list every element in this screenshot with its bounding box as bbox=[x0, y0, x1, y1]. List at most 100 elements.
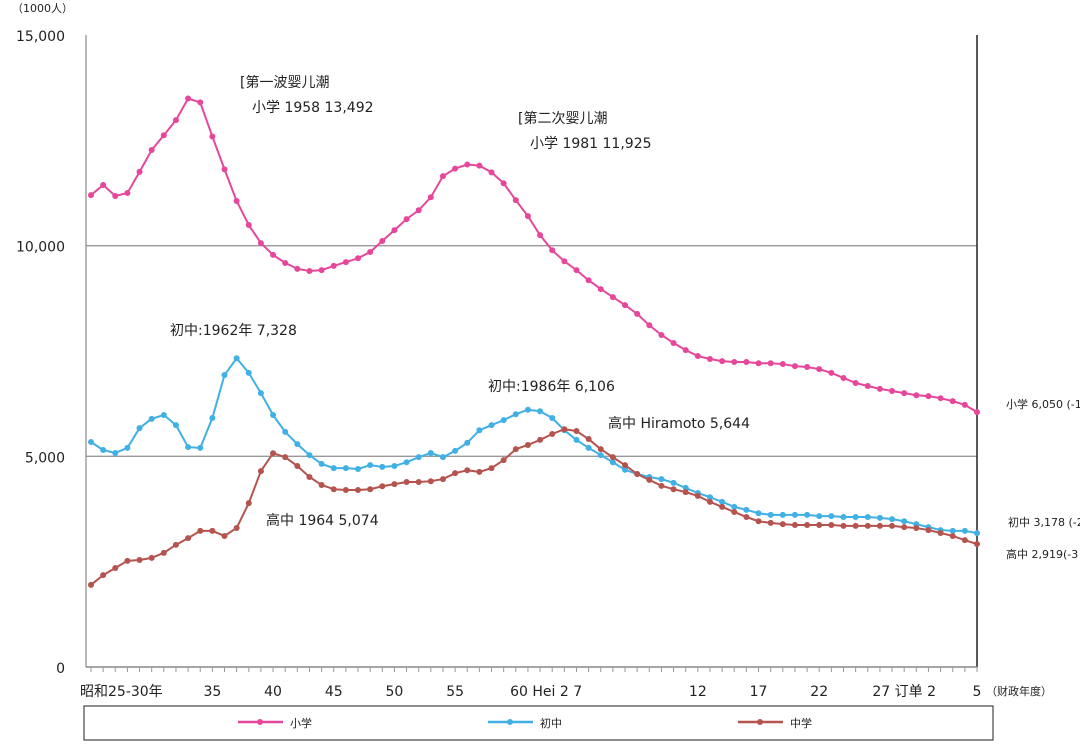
data-point bbox=[172, 422, 179, 429]
data-point bbox=[270, 450, 277, 457]
data-point bbox=[767, 519, 774, 526]
data-point bbox=[452, 165, 459, 172]
data-point bbox=[779, 361, 786, 368]
data-point bbox=[379, 463, 386, 470]
legend-marker bbox=[507, 719, 513, 725]
data-point bbox=[233, 198, 240, 205]
data-point bbox=[318, 460, 325, 467]
data-point bbox=[342, 487, 349, 494]
annotation-hs-peak: 高中 Hiramoto 5,644 bbox=[608, 415, 750, 432]
data-point bbox=[658, 476, 665, 483]
data-point bbox=[160, 549, 167, 556]
x-tick-label: 12 bbox=[689, 684, 707, 700]
data-point bbox=[670, 339, 677, 346]
data-point bbox=[791, 363, 798, 370]
data-point bbox=[330, 262, 337, 269]
annotation-end-jhs: 初中 3,178 (-2 bbox=[1008, 515, 1080, 529]
data-point bbox=[670, 479, 677, 486]
data-point bbox=[585, 277, 592, 284]
data-point bbox=[476, 427, 483, 434]
data-point bbox=[937, 530, 944, 537]
data-point bbox=[682, 489, 689, 496]
data-point bbox=[864, 382, 871, 389]
annotation-second-boom-title: [第二次婴儿潮 bbox=[518, 110, 607, 127]
x-tick-label: 50 bbox=[386, 684, 404, 700]
x-axis-label: （财政年度） bbox=[986, 684, 1052, 698]
data-point bbox=[561, 426, 568, 433]
data-point bbox=[537, 436, 544, 443]
data-point bbox=[889, 522, 896, 529]
data-point bbox=[974, 530, 980, 537]
data-point bbox=[925, 527, 932, 534]
data-point bbox=[597, 286, 604, 293]
data-point bbox=[743, 358, 750, 365]
data-point bbox=[609, 454, 616, 461]
data-point bbox=[549, 431, 556, 438]
data-point bbox=[476, 468, 483, 475]
data-point bbox=[136, 556, 143, 563]
data-point bbox=[876, 385, 883, 392]
data-point bbox=[767, 511, 774, 518]
data-point bbox=[731, 508, 738, 515]
data-point bbox=[282, 259, 289, 266]
data-point bbox=[804, 522, 811, 529]
data-point bbox=[185, 535, 192, 542]
data-point bbox=[488, 422, 495, 429]
data-point bbox=[719, 498, 726, 505]
data-point bbox=[609, 459, 616, 466]
x-tick-label: 昭和25-30年 bbox=[80, 684, 163, 700]
data-point bbox=[415, 479, 422, 486]
x-tick-label: 5 bbox=[973, 684, 982, 700]
data-point bbox=[403, 459, 410, 466]
data-point bbox=[512, 411, 519, 418]
data-point bbox=[961, 537, 968, 544]
data-point bbox=[245, 369, 252, 376]
annotation-end-elem: 小学 6,050 (-1 bbox=[1006, 397, 1080, 411]
data-point bbox=[706, 494, 713, 501]
legend-marker bbox=[257, 719, 263, 725]
data-point bbox=[257, 390, 264, 397]
data-point bbox=[949, 532, 956, 539]
data-point bbox=[439, 173, 446, 180]
data-point bbox=[221, 532, 228, 539]
data-point bbox=[597, 446, 604, 453]
data-point bbox=[500, 417, 507, 424]
data-point bbox=[524, 213, 531, 220]
x-tick-label: 45 bbox=[325, 684, 343, 700]
data-point bbox=[197, 527, 204, 534]
annotation-second-boom-value: 小学 1981 11,925 bbox=[530, 136, 652, 152]
annotation-jhs-1986: 初中:1986年 6,106 bbox=[488, 378, 615, 395]
data-point bbox=[804, 511, 811, 518]
data-point bbox=[439, 476, 446, 483]
data-point bbox=[464, 467, 471, 474]
y-tick-label: 15,000 bbox=[16, 29, 65, 45]
data-point bbox=[197, 444, 204, 451]
data-point bbox=[439, 454, 446, 461]
data-point bbox=[791, 522, 798, 529]
legend-marker bbox=[757, 719, 763, 725]
data-point bbox=[755, 510, 762, 517]
data-point bbox=[658, 482, 665, 489]
data-point bbox=[330, 465, 337, 472]
data-point bbox=[318, 481, 325, 488]
data-point bbox=[913, 392, 920, 399]
data-point bbox=[767, 360, 774, 367]
data-point bbox=[913, 524, 920, 531]
data-point bbox=[452, 470, 459, 477]
data-point bbox=[257, 240, 264, 247]
data-point bbox=[646, 476, 653, 483]
data-point bbox=[585, 444, 592, 451]
data-point bbox=[755, 360, 762, 367]
data-point bbox=[779, 521, 786, 528]
data-point bbox=[403, 479, 410, 486]
data-point bbox=[706, 498, 713, 505]
data-point bbox=[209, 133, 216, 140]
data-point bbox=[719, 358, 726, 365]
data-point bbox=[852, 380, 859, 387]
data-point bbox=[342, 465, 349, 472]
data-point bbox=[88, 581, 94, 588]
annotation-hs-1964: 高中 1964 5,074 bbox=[266, 512, 379, 529]
data-point bbox=[585, 436, 592, 443]
data-point bbox=[124, 444, 131, 451]
